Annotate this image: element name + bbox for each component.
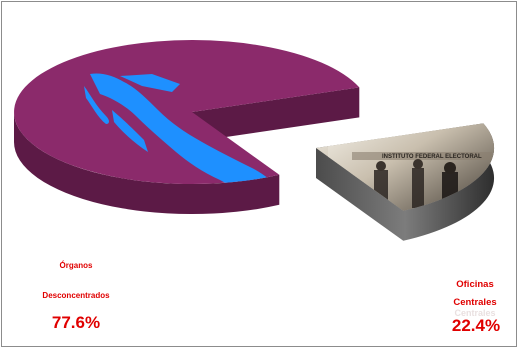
mexico-map-pattern	[84, 73, 288, 185]
label-oficinas-echo: Centrales	[454, 308, 496, 318]
slice-organos-desconcentrados	[13, 40, 360, 215]
slice-organos-side	[13, 87, 360, 215]
label-organos-line1: Órganos	[59, 261, 93, 270]
label-organos-line2: Desconcentrados	[42, 291, 110, 300]
photo-sign-text: INSTITUTO FEDERAL ELECTORAL	[382, 154, 482, 160]
label-oficinas-line1: Oficinas	[456, 279, 494, 290]
slice-oficinas-centrales: INSTITUTO FEDERAL ELECTORAL	[316, 123, 495, 241]
label-organos-percent: 77.6%	[51, 313, 101, 332]
label-oficinas-percent: 22.4%	[451, 316, 501, 335]
label-oficinas-line2: Centrales	[453, 297, 497, 308]
